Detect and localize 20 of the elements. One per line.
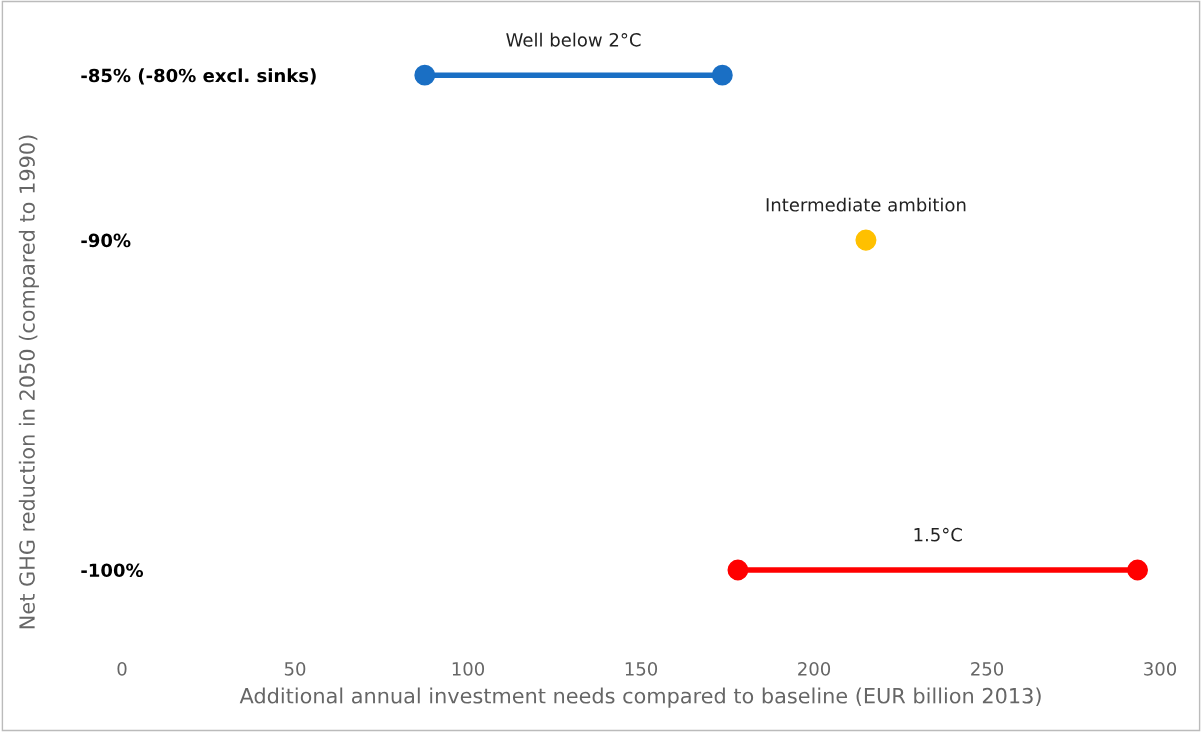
point bbox=[1127, 559, 1148, 581]
x-tick-label: 50 bbox=[284, 661, 306, 676]
y-tick-label: -85% (-80% excl. sinks) bbox=[81, 68, 316, 85]
y-axis-title: Net GHG reduction in 2050 (compared to 1990) bbox=[18, 135, 39, 629]
x-tick-label: 150 bbox=[625, 661, 658, 676]
point bbox=[855, 229, 877, 251]
x-axis-title: Additional annual investment needs compared to baseline (EUR billion 2013) bbox=[239, 687, 1041, 708]
point bbox=[727, 559, 749, 581]
x-tick-label: 0 bbox=[117, 661, 127, 676]
x-tick-label: 250 bbox=[971, 661, 1004, 676]
x-tick-label: 300 bbox=[1144, 661, 1177, 676]
series-label: 1.5°C bbox=[914, 527, 962, 542]
series-label: Intermediate ambition bbox=[766, 197, 966, 212]
y-tick-label: -90% bbox=[81, 233, 131, 248]
point bbox=[414, 64, 436, 86]
y-tick-label: -100% bbox=[81, 563, 144, 578]
point bbox=[711, 64, 733, 86]
x-tick-label: 100 bbox=[452, 661, 485, 676]
x-tick-label: 200 bbox=[798, 661, 831, 676]
series-label: Well below 2°C bbox=[506, 32, 641, 47]
